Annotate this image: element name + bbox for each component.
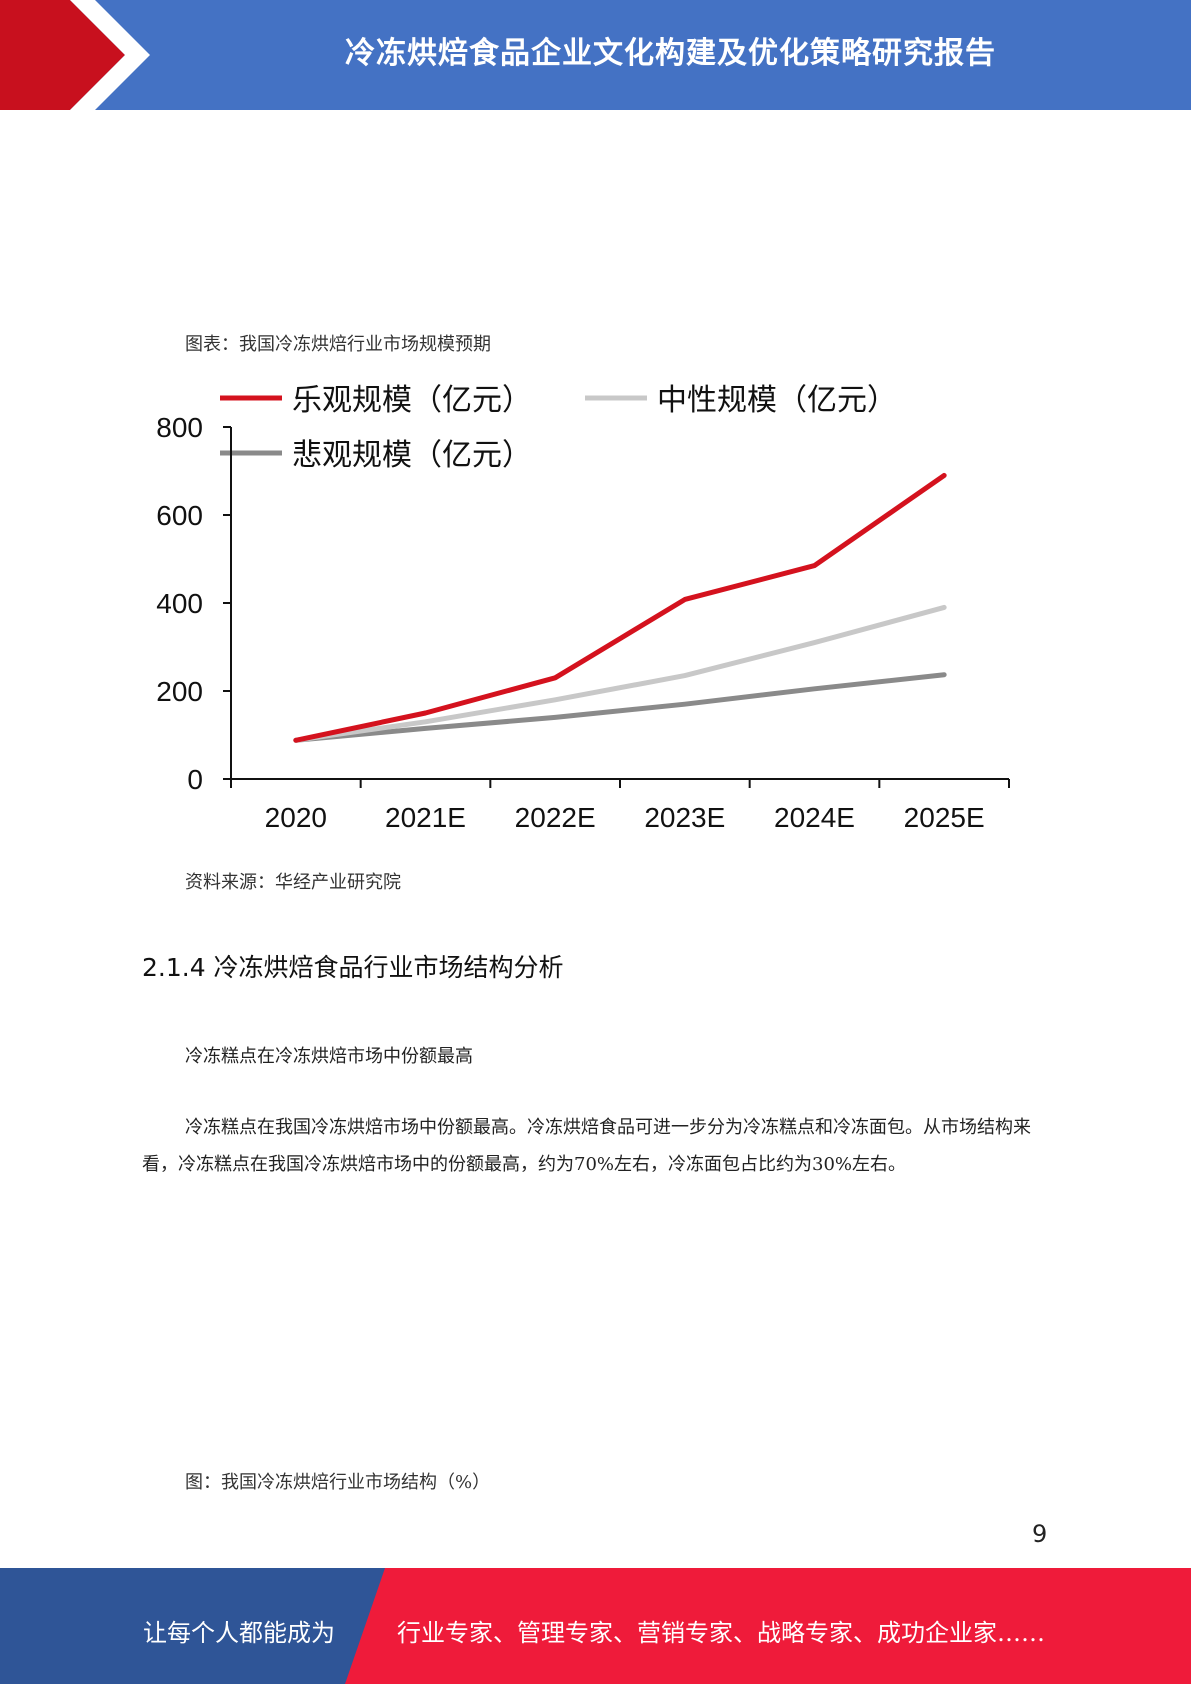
x-tick-label: 2023E xyxy=(644,802,725,833)
page-header: 冷冻烘焙食品企业文化构建及优化策略研究报告 xyxy=(0,0,1191,110)
figure-caption: 图表：我国冷冻烘焙行业市场规模预期 xyxy=(185,334,491,355)
x-tick-label: 2022E xyxy=(515,802,596,833)
page-footer xyxy=(0,1568,1191,1684)
y-tick-label: 400 xyxy=(156,588,203,619)
market-size-line-chart: 乐观规模（亿元） 中性规模（亿元） 悲观规模（亿元） 0 200 400 600 800 20… xyxy=(156,383,1010,833)
x-tick-label: 2025E xyxy=(904,802,985,833)
y-tick-label: 600 xyxy=(156,500,203,531)
x-tick-label: 2024E xyxy=(774,802,855,833)
footer-banner-graphic xyxy=(0,1568,1191,1684)
page-number: 9 xyxy=(1032,1520,1048,1548)
figure-caption-2: 图：我国冷冻烘焙行业市场结构（%） xyxy=(185,1472,491,1493)
x-tick-label: 2021E xyxy=(385,802,466,833)
chart-legend: 乐观规模（亿元） 中性规模（亿元） 悲观规模（亿元） xyxy=(220,383,897,473)
header-banner-graphic xyxy=(0,0,150,110)
footer-slogan-left: 让每个人都能成为 xyxy=(143,1619,335,1647)
chart-series xyxy=(293,472,947,743)
section-heading: 2.1.4 冷冻烘焙食品行业市场结构分析 xyxy=(142,953,564,982)
legend-label: 乐观规模（亿元） xyxy=(292,383,532,418)
body-paragraph: 冷冻糕点在我国冷冻烘焙市场中份额最高。冷冻烘焙食品可进一步分为冷冻糕点和冷冻面包… xyxy=(142,1117,1031,1175)
legend-label: 悲观规模（亿元） xyxy=(292,438,532,473)
x-tick-label: 2020 xyxy=(265,802,327,833)
source-note: 资料来源：华经产业研究院 xyxy=(185,872,401,893)
series-line-3 xyxy=(293,672,947,743)
footer-slogan-right: 行业专家、管理专家、营销专家、战略专家、成功企业家…… xyxy=(397,1619,1045,1647)
sub-heading: 冷冻糕点在冷冻烘焙市场中份额最高 xyxy=(185,1046,473,1067)
y-tick-label: 0 xyxy=(187,764,203,795)
y-tick-label: 800 xyxy=(156,412,203,443)
report-title: 冷冻烘焙食品企业文化构建及优化策略研究报告 xyxy=(345,36,996,71)
legend-label: 中性规模（亿元） xyxy=(657,383,897,418)
series-line-2 xyxy=(293,604,947,743)
y-tick-label: 200 xyxy=(156,676,203,707)
chart-axes: 0 200 400 600 800 2020 2021E 2022E 2023E 2024E 202… xyxy=(156,412,1010,833)
series-line-1 xyxy=(293,472,947,743)
